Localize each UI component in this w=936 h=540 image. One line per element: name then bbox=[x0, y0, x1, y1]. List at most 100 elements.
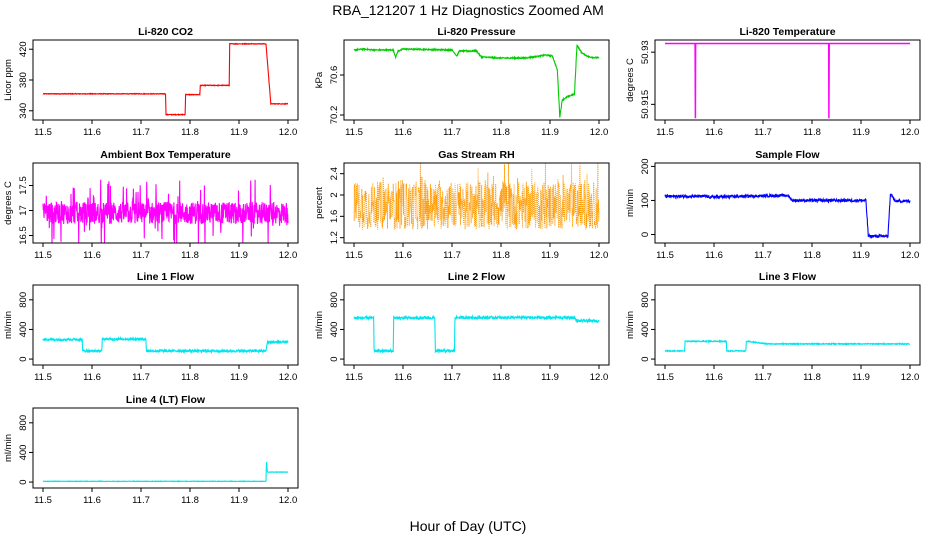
x-tick-label: 11.9 bbox=[541, 372, 559, 383]
y-tick-label: 400 bbox=[329, 322, 340, 338]
x-tick-label: 11.6 bbox=[83, 495, 101, 506]
y-tick-label: 50.93 bbox=[640, 40, 651, 64]
x-tick-label: 11.6 bbox=[394, 127, 412, 138]
y-tick-label: 400 bbox=[18, 445, 29, 461]
y-tick-label: 800 bbox=[640, 292, 651, 308]
x-tick-label: 12.0 bbox=[901, 372, 920, 383]
x-tick-label: 11.7 bbox=[132, 250, 150, 261]
plot-frame bbox=[343, 39, 610, 121]
x-tick-label: 11.7 bbox=[132, 127, 150, 138]
y-tick-label: 17 bbox=[18, 205, 29, 216]
x-tick-label: 11.7 bbox=[443, 127, 461, 138]
series-line bbox=[42, 179, 289, 243]
panel-title: Ambient Box Temperature bbox=[100, 149, 231, 161]
x-tick-label: 11.6 bbox=[705, 372, 723, 383]
x-tick-label: 11.8 bbox=[181, 372, 199, 383]
series-line bbox=[42, 461, 289, 483]
plot-frame bbox=[343, 162, 610, 244]
series-line bbox=[42, 335, 289, 355]
x-tick-label: 11.8 bbox=[181, 250, 199, 261]
x-tick-label: 11.9 bbox=[230, 495, 248, 506]
series-group bbox=[353, 314, 600, 354]
x-tick-label: 11.7 bbox=[754, 127, 772, 138]
x-tick-label: 11.5 bbox=[656, 372, 674, 383]
x-tick-label: 11.8 bbox=[492, 127, 510, 138]
series-group bbox=[664, 192, 911, 240]
x-tick-label: 11.5 bbox=[34, 127, 52, 138]
y-axis-label: degrees C bbox=[3, 181, 14, 225]
x-tick-label: 11.7 bbox=[443, 250, 461, 261]
series-group bbox=[665, 42, 910, 119]
y-tick-label: 70.2 bbox=[329, 106, 340, 125]
page-title: RBA_121207 1 Hz Diagnostics Zoomed AM bbox=[332, 2, 604, 18]
plot-frame bbox=[32, 407, 299, 489]
y-tick-label: 200 bbox=[640, 158, 651, 174]
panel-title: Line 1 Flow bbox=[137, 271, 195, 283]
x-tick-label: 11.8 bbox=[492, 372, 510, 383]
y-tick-label: 50.915 bbox=[640, 90, 651, 119]
x-axis-label: Hour of Day (UTC) bbox=[409, 518, 527, 534]
x-tick-label: 11.5 bbox=[345, 372, 363, 383]
x-tick-label: 11.9 bbox=[852, 127, 870, 138]
y-tick-label: 0 bbox=[18, 356, 29, 361]
panel-title: Li-820 CO2 bbox=[138, 26, 193, 38]
x-tick-label: 11.8 bbox=[803, 372, 821, 383]
series-points bbox=[353, 163, 600, 230]
x-tick-label: 11.5 bbox=[656, 127, 674, 138]
y-axis-label: ml/min bbox=[625, 189, 636, 217]
y-tick-label: 1.2 bbox=[329, 231, 340, 244]
y-tick-label: 0 bbox=[18, 479, 29, 484]
y-tick-label: 400 bbox=[18, 322, 29, 338]
x-tick-label: 12.0 bbox=[279, 250, 298, 261]
x-tick-label: 11.7 bbox=[443, 372, 461, 383]
series-line bbox=[353, 44, 600, 118]
series-line bbox=[353, 314, 600, 354]
x-tick-label: 11.5 bbox=[656, 250, 674, 261]
y-tick-label: 0 bbox=[329, 356, 340, 361]
x-tick-label: 12.0 bbox=[279, 127, 298, 138]
plot-frame bbox=[654, 284, 921, 366]
series-group bbox=[42, 461, 289, 483]
x-tick-label: 12.0 bbox=[590, 250, 609, 261]
y-axis-label: degrees C bbox=[625, 58, 636, 102]
plot-frame bbox=[654, 39, 921, 121]
y-axis-label: ml/min bbox=[625, 311, 636, 339]
y-tick-label: 800 bbox=[18, 292, 29, 308]
panel-9: Line 3 Flow ml/min 11.5 11.6 11.7 11.8 11.9 12.… bbox=[625, 271, 921, 383]
x-tick-label: 11.9 bbox=[230, 127, 248, 138]
x-tick-label: 11.5 bbox=[34, 250, 52, 261]
x-tick-label: 11.8 bbox=[181, 495, 199, 506]
x-tick-label: 12.0 bbox=[590, 127, 609, 138]
y-tick-label: 16.5 bbox=[18, 226, 29, 245]
plot-frame bbox=[32, 284, 299, 366]
x-tick-label: 11.6 bbox=[705, 250, 723, 261]
panel-title: Gas Stream RH bbox=[438, 149, 514, 161]
y-axis-label: ml/min bbox=[3, 311, 14, 339]
panel-10: Line 4 (LT) Flow ml/min 11.5 11.6 11.7 11.8 11… bbox=[3, 394, 299, 506]
y-tick-label: 17.5 bbox=[18, 176, 29, 195]
x-tick-label: 11.5 bbox=[345, 127, 363, 138]
y-tick-label: 0 bbox=[640, 232, 651, 237]
x-tick-label: 11.6 bbox=[394, 372, 412, 383]
y-tick-label: 380 bbox=[18, 72, 29, 88]
y-axis-label: ml/min bbox=[314, 311, 325, 339]
panel-3: Li-820 Temperature degrees C 11.5 11.6 11.7 1… bbox=[625, 26, 921, 138]
y-tick-label: 0 bbox=[640, 356, 651, 361]
x-tick-label: 11.5 bbox=[34, 495, 52, 506]
x-tick-label: 11.8 bbox=[492, 250, 510, 261]
x-tick-label: 11.7 bbox=[754, 250, 772, 261]
series-group bbox=[353, 163, 600, 230]
series-line bbox=[42, 42, 289, 116]
x-tick-label: 11.8 bbox=[181, 127, 199, 138]
panel-title: Line 3 Flow bbox=[759, 271, 817, 283]
x-tick-label: 11.8 bbox=[803, 250, 821, 261]
y-tick-label: 70.6 bbox=[329, 66, 340, 85]
panel-7: Line 1 Flow ml/min 11.5 11.6 11.7 11.8 11.9 12.… bbox=[3, 271, 299, 383]
panel-title: Sample Flow bbox=[755, 149, 820, 161]
panel-title: Line 4 (LT) Flow bbox=[126, 394, 206, 406]
x-tick-label: 11.9 bbox=[541, 250, 559, 261]
x-tick-label: 11.6 bbox=[394, 250, 412, 261]
y-tick-label: 800 bbox=[18, 415, 29, 431]
y-axis-label: Licor ppm bbox=[3, 59, 14, 101]
